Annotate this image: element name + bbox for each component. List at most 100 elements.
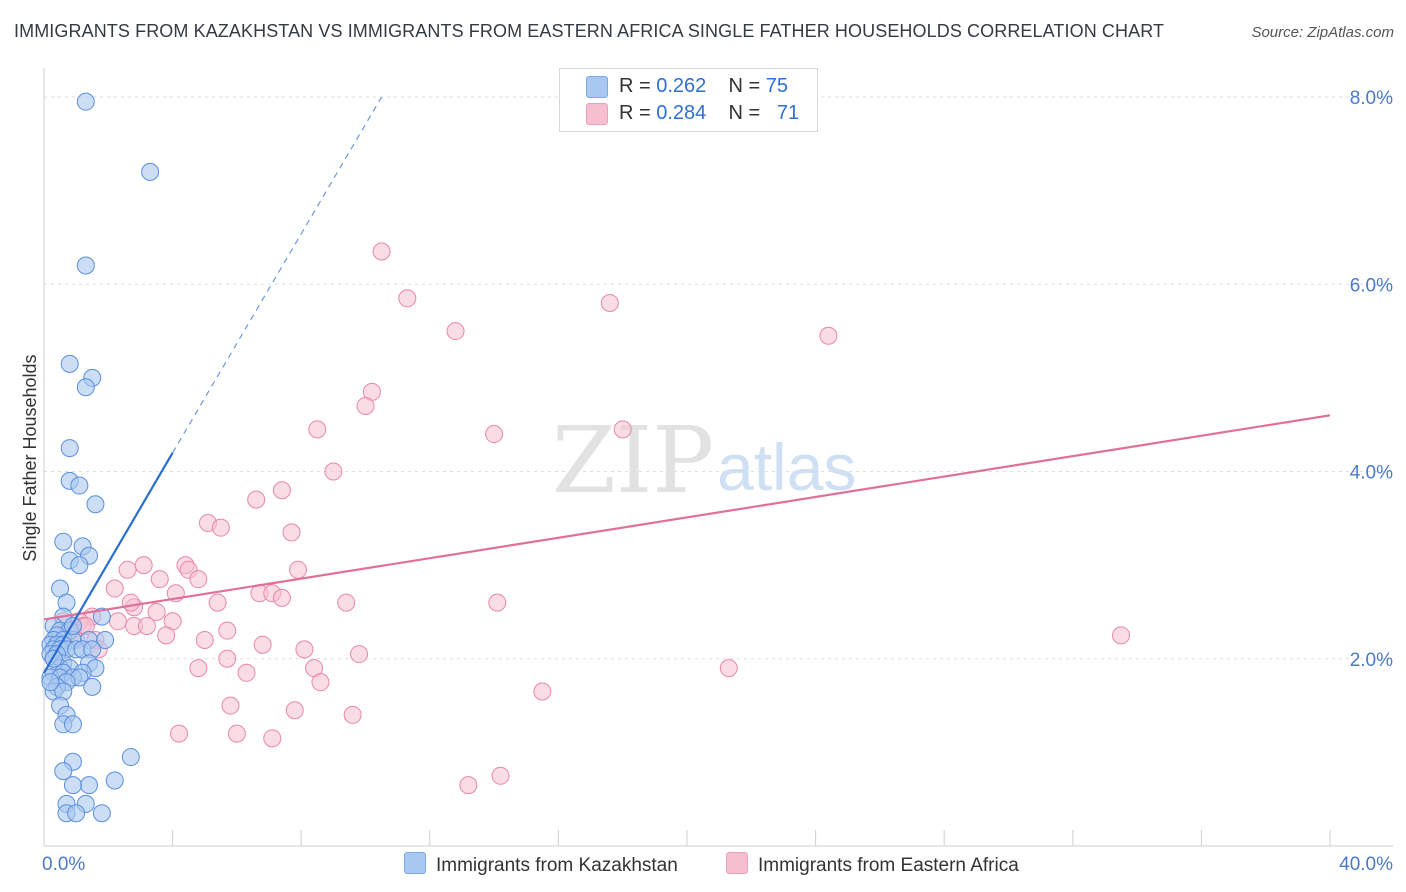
- data-point-kazakhstan: [70, 476, 89, 495]
- watermark: ZIP atlas: [552, 407, 856, 514]
- bottom-legend-kazakhstan: Immigrants from Kazakhstan: [404, 852, 678, 877]
- y-tick-label: 8.0%: [1350, 88, 1393, 109]
- data-point-kazakhstan: [54, 532, 73, 551]
- data-point-eastern-africa: [337, 593, 356, 612]
- data-point-kazakhstan: [105, 771, 124, 790]
- data-point-kazakhstan: [60, 354, 79, 373]
- axes: [43, 68, 1393, 847]
- legend-n-label: N =: [728, 75, 766, 97]
- y-tick-label: 4.0%: [1350, 463, 1393, 484]
- data-point-eastern-africa: [488, 593, 507, 612]
- data-point-eastern-africa: [308, 420, 327, 439]
- data-point-eastern-africa: [600, 293, 619, 312]
- data-point-kazakhstan: [96, 631, 115, 650]
- data-point-eastern-africa: [121, 593, 140, 612]
- data-point-eastern-africa: [237, 663, 256, 682]
- data-point-eastern-africa: [147, 602, 166, 621]
- data-point-eastern-africa: [221, 696, 240, 715]
- data-point-kazakhstan: [60, 439, 79, 458]
- data-point-eastern-africa: [195, 631, 214, 650]
- data-point-eastern-africa: [134, 556, 153, 575]
- correlation-legend: R = 0.262 N = 75 R = 0.284 N = 71: [559, 68, 818, 132]
- data-point-eastern-africa: [247, 490, 266, 509]
- data-point-eastern-africa: [350, 645, 369, 664]
- data-point-kazakhstan: [41, 673, 60, 692]
- trendline-kazakhstan: [43, 452, 174, 674]
- data-point-eastern-africa: [272, 588, 291, 607]
- data-point-eastern-africa: [459, 776, 478, 795]
- data-point-eastern-africa: [1112, 626, 1131, 645]
- data-point-eastern-africa: [208, 593, 227, 612]
- data-point-eastern-africa: [356, 396, 375, 415]
- gridlines: [44, 96, 1393, 660]
- watermark-atlas: atlas: [717, 430, 856, 504]
- data-point-eastern-africa: [137, 616, 156, 635]
- y-tick-label: 6.0%: [1350, 275, 1393, 296]
- trendline-kazakhstan-extension: [172, 96, 383, 454]
- data-point-eastern-africa: [372, 242, 391, 261]
- legend-n-value: 75: [765, 75, 789, 97]
- legend-r-label: R =: [619, 102, 657, 124]
- data-point-eastern-africa: [157, 626, 176, 645]
- y-ticks: 2.0% 4.0% 6.0% 8.0%: [1350, 88, 1393, 671]
- data-point-eastern-africa: [613, 420, 632, 439]
- legend-n-value: 71: [776, 102, 800, 124]
- data-point-eastern-africa: [819, 326, 838, 345]
- bottom-legend-swatch-pink: [726, 852, 748, 874]
- data-point-kazakhstan: [76, 378, 95, 397]
- data-point-eastern-africa: [446, 322, 465, 341]
- data-point-kazakhstan: [63, 715, 82, 734]
- data-point-kazakhstan: [67, 804, 86, 823]
- source-label: Source: ZipAtlas.com: [1251, 24, 1394, 41]
- data-point-eastern-africa: [285, 701, 304, 720]
- data-point-kazakhstan: [141, 162, 160, 181]
- data-point-eastern-africa: [719, 659, 738, 678]
- y-axis-label: Single Father Households: [20, 354, 40, 561]
- eastern-africa-points: [51, 242, 1131, 795]
- bottom-legend-swatch-blue: [404, 852, 426, 874]
- data-point-kazakhstan: [70, 556, 89, 575]
- legend-r-value: 0.262: [656, 75, 707, 97]
- legend-n-label: N =: [728, 102, 766, 124]
- kazakhstan-points: [41, 92, 160, 823]
- bottom-legend-label: Immigrants from Kazakhstan: [436, 855, 678, 876]
- data-point-eastern-africa: [398, 289, 417, 308]
- x-ticks: [43, 830, 1331, 846]
- data-point-eastern-africa: [108, 612, 127, 631]
- watermark-zip: ZIP: [552, 407, 714, 514]
- data-point-kazakhstan: [76, 92, 95, 111]
- legend-r-label: R =: [619, 75, 657, 97]
- data-point-kazakhstan: [121, 748, 140, 767]
- data-point-kazakhstan: [83, 677, 102, 696]
- x-tick-max-label: 40.0%: [1339, 854, 1393, 875]
- data-point-eastern-africa: [253, 635, 272, 654]
- data-point-kazakhstan: [76, 256, 95, 275]
- data-point-eastern-africa: [491, 766, 510, 785]
- data-point-eastern-africa: [272, 481, 291, 500]
- data-point-eastern-africa: [263, 729, 282, 748]
- data-point-eastern-africa: [150, 570, 169, 589]
- data-point-kazakhstan: [80, 776, 99, 795]
- bottom-legend-eastern-africa: Immigrants from Eastern Africa: [726, 852, 1019, 877]
- data-point-eastern-africa: [227, 724, 246, 743]
- data-point-eastern-africa: [218, 621, 237, 640]
- data-point-eastern-africa: [343, 705, 362, 724]
- chart-title: IMMIGRANTS FROM KAZAKHSTAN VS IMMIGRANTS…: [14, 21, 1165, 41]
- data-point-eastern-africa: [485, 425, 504, 444]
- data-point-eastern-africa: [118, 560, 137, 579]
- data-point-kazakhstan: [54, 762, 73, 781]
- data-point-eastern-africa: [218, 649, 237, 668]
- data-point-eastern-africa: [170, 724, 189, 743]
- data-point-kazakhstan: [92, 607, 111, 626]
- data-point-eastern-africa: [324, 462, 343, 481]
- data-point-kazakhstan: [63, 776, 82, 795]
- data-point-kazakhstan: [86, 495, 105, 514]
- y-tick-label: 2.0%: [1350, 650, 1393, 671]
- bottom-legend-label: Immigrants from Eastern Africa: [758, 855, 1019, 876]
- data-point-eastern-africa: [295, 640, 314, 659]
- data-point-eastern-africa: [282, 523, 301, 542]
- data-point-kazakhstan: [92, 804, 111, 823]
- data-point-eastern-africa: [533, 682, 552, 701]
- data-point-eastern-africa: [189, 570, 208, 589]
